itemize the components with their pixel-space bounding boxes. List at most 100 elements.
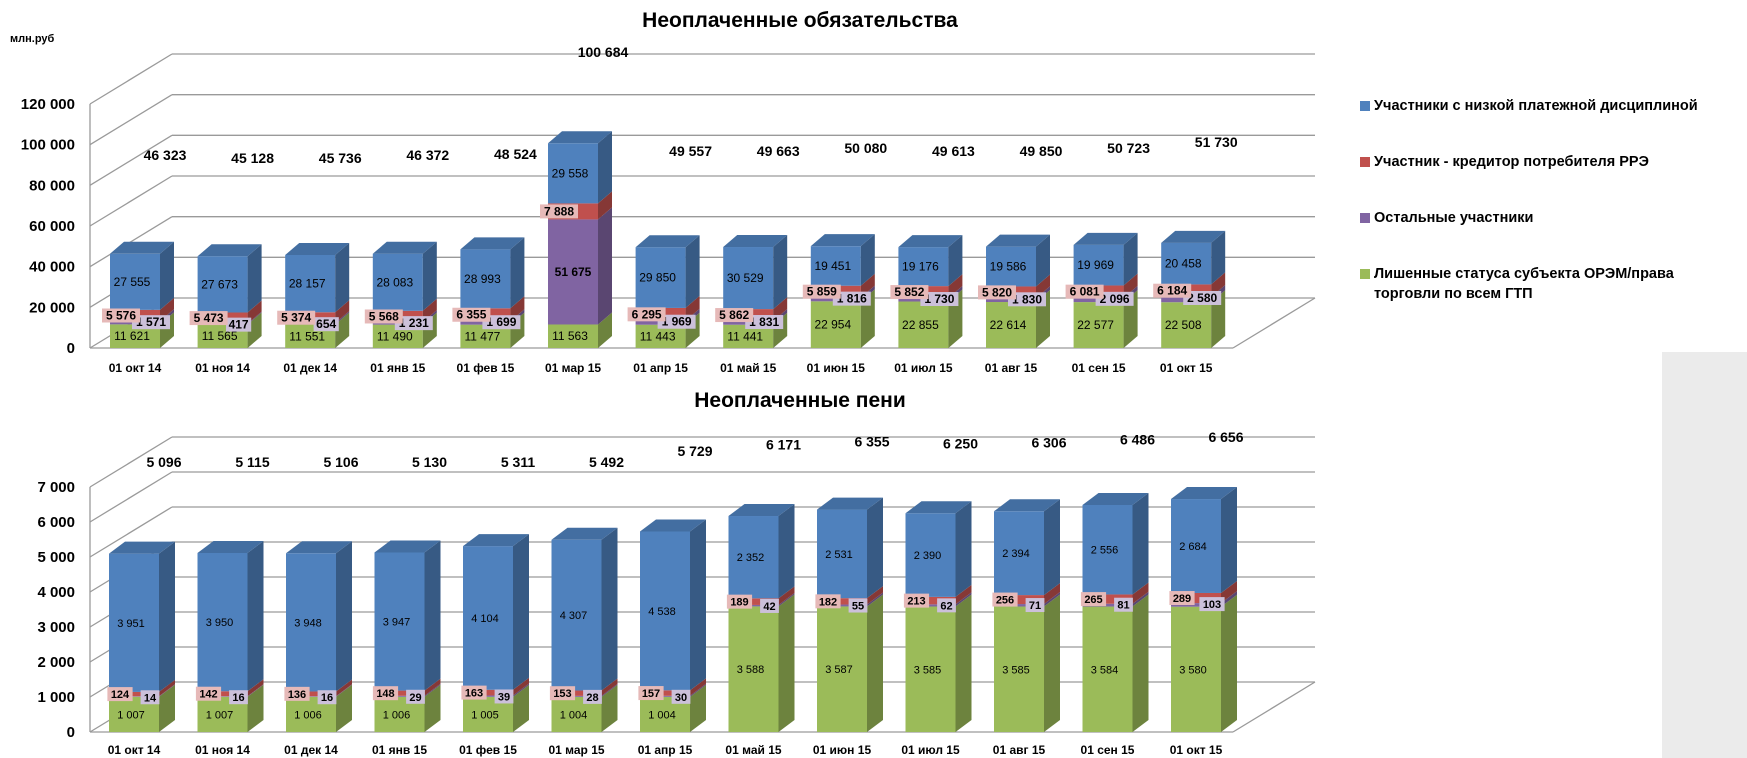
data-label-bg xyxy=(657,314,696,329)
bar-segment xyxy=(728,598,779,605)
data-label: 28 157 xyxy=(289,277,326,291)
bar-side xyxy=(159,679,175,697)
bar-side xyxy=(424,683,441,697)
data-label-bg xyxy=(1169,591,1195,606)
data-label: 1 231 xyxy=(399,316,429,330)
y-tick-label: 1 000 xyxy=(37,689,75,706)
bar-top xyxy=(109,541,175,554)
data-label: 20 458 xyxy=(1165,257,1202,271)
total-label: 5 492 xyxy=(589,454,624,470)
gridline-depth xyxy=(89,506,173,558)
data-label-bg xyxy=(815,594,841,609)
bar-segment xyxy=(548,324,598,348)
bar-top xyxy=(197,244,262,257)
bar-segment xyxy=(460,249,511,309)
legend-label: Участник - кредитор потребителя РРЭ xyxy=(1374,154,1649,170)
data-label: 14 xyxy=(144,692,157,704)
data-label: 654 xyxy=(316,317,336,331)
legend-label: Остальные участники xyxy=(1374,210,1534,226)
total-label: 6 486 xyxy=(1120,432,1155,448)
bar-segment xyxy=(1073,302,1124,348)
bar-side xyxy=(867,594,883,732)
bar-segment xyxy=(898,247,949,287)
data-label: 1 006 xyxy=(383,709,411,721)
data-label: 1 571 xyxy=(136,315,166,329)
x-tick-label: 01 мар 15 xyxy=(548,743,604,757)
data-label: 4 104 xyxy=(471,613,499,625)
bar-segment xyxy=(1161,242,1212,285)
bar-segment xyxy=(640,531,690,691)
data-label-bg xyxy=(760,598,779,613)
data-label-bg xyxy=(726,594,753,609)
bar-segment xyxy=(286,553,336,692)
bar-segment xyxy=(986,246,1036,287)
bar-segment xyxy=(635,324,686,348)
bar-segment xyxy=(728,606,779,732)
bar-segment xyxy=(898,301,949,348)
data-label-bg xyxy=(452,307,491,322)
penalties-chart: Неоплаченные пени 0 1 000 2 000 3 000 4 000 5 … xyxy=(37,389,1316,757)
bar-top xyxy=(1082,492,1149,505)
data-label: 153 xyxy=(553,688,571,700)
bar-top xyxy=(1073,232,1138,245)
total-label: 45 736 xyxy=(319,150,362,166)
data-label: 11 443 xyxy=(640,329,676,343)
data-label: 22 954 xyxy=(814,318,851,332)
bar-segment xyxy=(463,689,513,696)
chart-legend: Участники с низкой платежной дисциплиной… xyxy=(1360,96,1740,340)
bar-segment xyxy=(1171,606,1221,732)
data-label-bg xyxy=(715,308,754,323)
total-label: 6 250 xyxy=(943,435,978,451)
data-label: 163 xyxy=(465,688,483,700)
data-label: 1 830 xyxy=(1012,292,1042,306)
bar-side xyxy=(510,312,525,348)
data-label-bg xyxy=(992,592,1018,607)
x-tick-label: 01 янв 15 xyxy=(372,743,427,757)
bar-top xyxy=(817,497,883,510)
data-label-bg xyxy=(1065,284,1104,299)
data-label-bg xyxy=(1025,598,1045,613)
bar-segment xyxy=(286,691,336,697)
bar-side xyxy=(336,684,352,697)
bar-side xyxy=(685,312,700,348)
bar-segment xyxy=(817,606,867,732)
data-label-bg xyxy=(978,285,1016,300)
data-label: 5 576 xyxy=(106,309,136,323)
data-label-bg xyxy=(394,316,433,331)
bar-segment xyxy=(994,511,1044,596)
data-label: 19 176 xyxy=(902,260,939,274)
bar-side xyxy=(247,684,264,697)
data-label: 5 852 xyxy=(894,285,924,299)
bar-top xyxy=(548,131,612,144)
bar-side xyxy=(867,497,883,599)
bar-side xyxy=(510,296,525,322)
legend-square-icon xyxy=(1360,213,1370,223)
bar-side xyxy=(513,534,529,690)
data-label: 6 081 xyxy=(1070,285,1100,299)
data-label: 11 490 xyxy=(377,329,413,343)
bar-segment xyxy=(109,696,159,697)
bar-top xyxy=(285,243,350,256)
bar-top xyxy=(197,540,264,553)
bar-side xyxy=(601,684,618,732)
bar-side xyxy=(1132,594,1149,732)
bar-side xyxy=(598,191,612,220)
data-label-bg xyxy=(583,689,602,704)
bar-side xyxy=(1044,499,1060,596)
x-tick-label: 01 дек 14 xyxy=(283,361,337,375)
data-label-bg xyxy=(890,285,929,300)
bar-segment xyxy=(1171,603,1221,607)
bar-top xyxy=(986,234,1050,247)
x-tick-label: 01 апр 15 xyxy=(633,361,688,375)
bar-segment xyxy=(109,691,159,697)
legend-square-icon xyxy=(1360,269,1370,279)
data-label-bg xyxy=(140,690,160,705)
y-tick-label: 40 000 xyxy=(29,259,75,276)
data-label: 4 538 xyxy=(648,606,676,618)
x-tick-label: 01 окт 15 xyxy=(1160,361,1213,375)
bar-side xyxy=(513,683,529,697)
y-tick-label: 0 xyxy=(67,340,75,357)
data-label: 3 951 xyxy=(117,618,145,630)
gridline-depth xyxy=(89,94,173,146)
